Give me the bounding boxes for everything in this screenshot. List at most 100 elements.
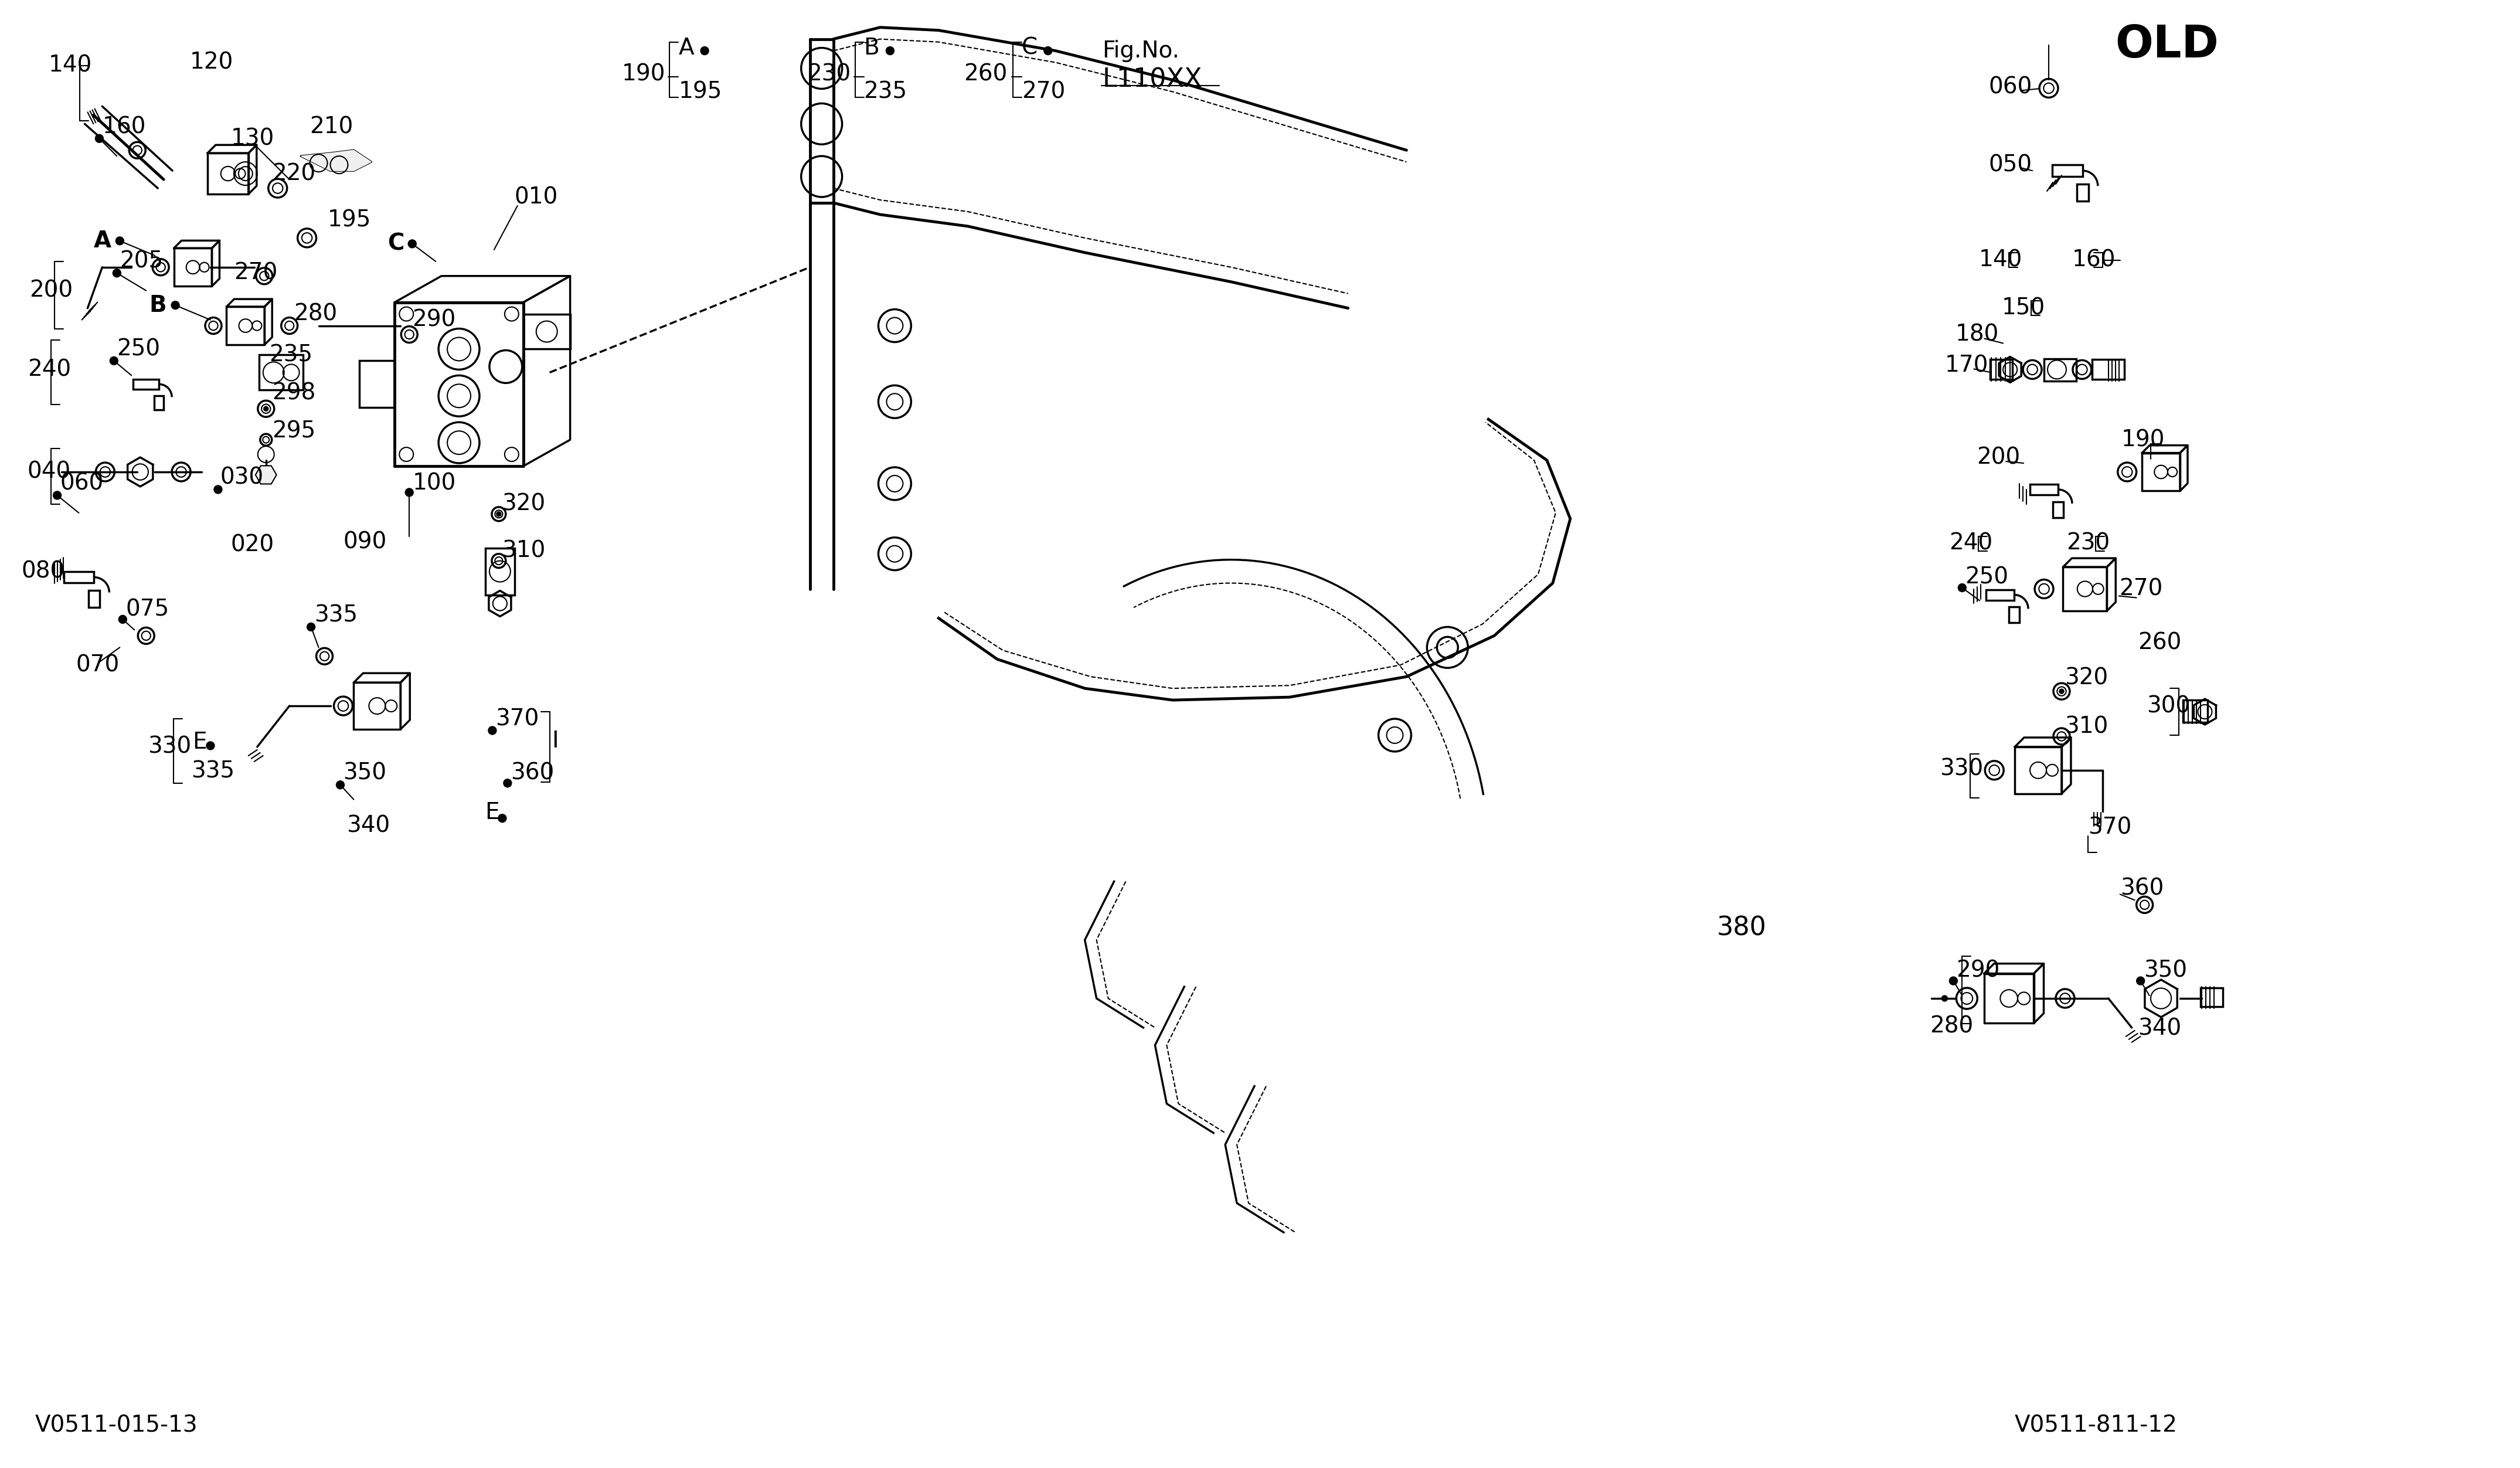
Text: 040: 040 [28, 461, 71, 483]
Bar [2182, 700, 2208, 722]
Bar [360, 361, 396, 408]
Text: 235: 235 [864, 81, 907, 103]
Text: 335: 335 [315, 605, 358, 627]
Polygon shape [255, 465, 277, 484]
Text: 190: 190 [622, 63, 665, 85]
Text: 220: 220 [272, 163, 315, 185]
Text: E: E [484, 802, 499, 824]
Text: 290: 290 [413, 308, 456, 330]
Bar [2051, 164, 2082, 176]
Text: 180: 180 [1956, 323, 1998, 345]
Text: 075: 075 [126, 599, 169, 621]
Circle shape [499, 815, 507, 822]
Circle shape [307, 622, 315, 631]
Text: 160: 160 [103, 116, 146, 138]
Text: 030: 030 [219, 467, 265, 489]
Circle shape [408, 239, 416, 248]
Text: 100: 100 [413, 473, 456, 495]
Circle shape [113, 269, 121, 277]
Text: 230: 230 [2066, 533, 2109, 555]
Circle shape [489, 727, 496, 734]
Text: 060: 060 [1988, 76, 2031, 98]
Text: A: A [93, 229, 111, 252]
Text: 260: 260 [963, 63, 1008, 85]
Text: 190: 190 [2122, 429, 2165, 451]
Bar [2031, 484, 2059, 495]
Circle shape [2137, 976, 2145, 985]
Circle shape [2059, 688, 2064, 694]
Circle shape [96, 135, 103, 142]
Text: 300: 300 [2147, 694, 2190, 716]
Bar [134, 379, 159, 389]
Text: I: I [552, 730, 559, 752]
Text: 195: 195 [328, 210, 370, 232]
Text: 200: 200 [1976, 446, 2021, 468]
Circle shape [887, 47, 895, 54]
Text: 140: 140 [48, 54, 93, 76]
Text: 020: 020 [232, 534, 275, 556]
Text: 270: 270 [234, 261, 277, 285]
Text: 298: 298 [272, 382, 315, 404]
Circle shape [265, 407, 267, 411]
Text: 370: 370 [2089, 816, 2132, 838]
Text: 200: 200 [30, 279, 73, 302]
Text: V0511-811-12: V0511-811-12 [2016, 1414, 2177, 1437]
Text: 310: 310 [501, 540, 544, 562]
Text: 150: 150 [2001, 297, 2046, 319]
Text: 360: 360 [512, 762, 554, 784]
Text: B: B [149, 294, 166, 317]
Bar [1991, 360, 2013, 380]
Text: 140: 140 [1978, 250, 2021, 272]
Text: 240: 240 [1950, 533, 1993, 555]
Text: 160: 160 [2071, 250, 2117, 272]
Text: 050: 050 [1988, 154, 2031, 176]
Text: 270: 270 [1021, 81, 1066, 103]
Polygon shape [300, 150, 370, 170]
Text: 270: 270 [2119, 578, 2162, 600]
Circle shape [214, 486, 222, 493]
Text: 070: 070 [76, 653, 118, 677]
Text: 380: 380 [1716, 916, 1767, 941]
Bar [524, 314, 570, 349]
Text: 280: 280 [1930, 1016, 1973, 1038]
Text: E: E [192, 731, 207, 753]
Bar [2092, 360, 2124, 380]
Text: 230: 230 [806, 63, 852, 85]
Circle shape [496, 512, 501, 517]
Bar [2054, 502, 2064, 518]
Text: 350: 350 [343, 762, 386, 784]
Text: 330: 330 [1940, 757, 1983, 780]
Text: 080: 080 [23, 561, 66, 583]
Bar [2076, 184, 2089, 201]
Text: 330: 330 [149, 735, 192, 757]
Circle shape [504, 780, 512, 787]
Bar [88, 590, 101, 608]
Circle shape [1043, 47, 1051, 54]
Text: 340: 340 [348, 815, 391, 837]
Text: 250: 250 [1966, 567, 2008, 589]
Circle shape [335, 781, 345, 788]
Text: 010: 010 [514, 186, 557, 208]
Text: 310: 310 [2064, 715, 2109, 737]
Circle shape [118, 615, 126, 624]
Text: 295: 295 [272, 420, 315, 442]
Text: 210: 210 [310, 116, 353, 138]
Bar [154, 395, 164, 410]
Text: 235: 235 [270, 344, 312, 366]
Text: 205: 205 [121, 250, 164, 273]
Circle shape [1943, 995, 1948, 1001]
Circle shape [406, 489, 413, 496]
Text: 195: 195 [678, 81, 721, 103]
Text: C: C [388, 232, 403, 255]
Bar [486, 548, 514, 595]
Text: 170: 170 [1945, 354, 1988, 377]
Text: 350: 350 [2145, 959, 2187, 982]
Text: Fig.No.: Fig.No. [1101, 40, 1179, 62]
Text: 250: 250 [116, 338, 161, 360]
Text: C: C [1021, 37, 1038, 59]
Text: 340: 340 [2137, 1017, 2182, 1039]
Text: 120: 120 [189, 51, 234, 73]
Circle shape [116, 236, 123, 245]
Text: V0511-015-13: V0511-015-13 [35, 1414, 197, 1437]
Bar [260, 355, 302, 390]
